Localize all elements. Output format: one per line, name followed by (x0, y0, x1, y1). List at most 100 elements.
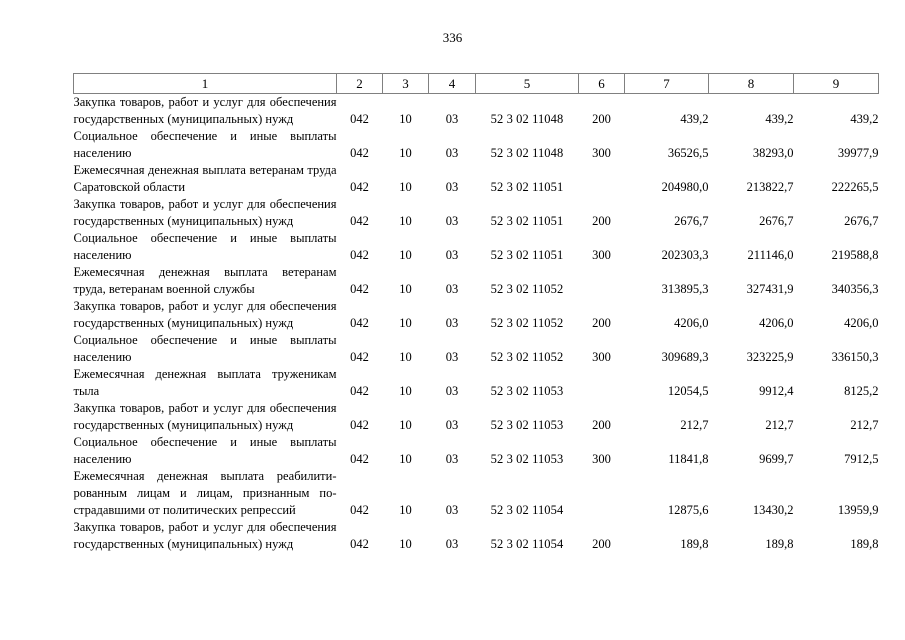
row-section: 10 (399, 384, 412, 398)
row-target-code: 52 3 02 11051 (490, 180, 564, 194)
row-amount-year3: 189,8 (850, 537, 879, 551)
row-amount-year2: 189,8 (765, 537, 794, 551)
row-subsection: 03 (445, 112, 459, 126)
row-expense-type: 200 (592, 537, 611, 551)
row-section: 10 (399, 316, 412, 330)
table-row: Социальное обеспечение и иные выплаты на… (74, 230, 879, 264)
table-row: Ежемесячная денежная выплата ветеранам т… (74, 162, 879, 196)
row-description: Социальное обеспечение и иные выплаты на… (73, 129, 337, 160)
column-header-2: 2 (336, 73, 383, 94)
table-body: Закупка товаров, работ и услуг для обесп… (74, 94, 879, 554)
row-section: 10 (399, 503, 412, 517)
row-section: 10 (399, 214, 412, 228)
row-expense-type: 300 (592, 452, 611, 466)
row-target-code: 52 3 02 11053 (490, 418, 564, 432)
row-target-code: 52 3 02 11054 (490, 537, 564, 551)
row-amount-year2: 4206,0 (759, 316, 794, 330)
row-chapter: 042 (350, 248, 369, 262)
row-amount-year3: 4206,0 (844, 316, 879, 330)
row-section: 10 (399, 146, 412, 160)
row-amount-year3: 212,7 (850, 418, 879, 432)
row-section: 10 (399, 350, 412, 364)
row-expense-type: 200 (592, 316, 611, 330)
row-target-code: 52 3 02 11052 (490, 316, 564, 330)
budget-table-container: 1 2 3 4 5 6 7 8 9 Закупка товаров, работ… (73, 73, 879, 553)
row-amount-year3: 340356,3 (831, 282, 879, 296)
row-subsection: 03 (445, 503, 459, 517)
row-amount-year1: 11841,8 (668, 452, 709, 466)
row-description: Закупка товаров, работ и услуг для обесп… (73, 95, 337, 126)
row-amount-year1: 12054,5 (667, 384, 709, 398)
row-chapter: 042 (350, 350, 369, 364)
row-section: 10 (399, 112, 412, 126)
row-amount-year3: 222265,5 (831, 180, 879, 194)
row-amount-year2: 9699,7 (759, 452, 794, 466)
table-row: Закупка товаров, работ и услуг для обесп… (74, 298, 879, 332)
table-row: Социальное обеспечение и иные выплаты на… (74, 128, 879, 162)
row-amount-year2: 2676,7 (759, 214, 794, 228)
row-expense-type: 300 (592, 146, 611, 160)
table-header: 1 2 3 4 5 6 7 8 9 (73, 73, 879, 94)
column-header-8: 8 (708, 73, 794, 94)
row-target-code: 52 3 02 11053 (490, 452, 564, 466)
row-amount-year2: 327431,9 (746, 282, 794, 296)
row-amount-year1: 4206,0 (674, 316, 709, 330)
row-amount-year2: 9912,4 (759, 384, 794, 398)
row-chapter: 042 (350, 180, 369, 194)
column-header-9: 9 (793, 73, 879, 94)
table-row: Ежемесячная денежная выплата реабилити­р… (74, 468, 879, 519)
row-amount-year3: 39977,9 (837, 146, 879, 160)
row-chapter: 042 (350, 537, 369, 551)
row-subsection: 03 (445, 384, 459, 398)
table-row: Социальное обеспечение и иные выплаты на… (74, 434, 879, 468)
row-description: Ежемесячная денежная выплата труженикам … (73, 367, 337, 398)
budget-table: 1 2 3 4 5 6 7 8 9 Закупка товаров, работ… (73, 73, 879, 553)
row-amount-year2: 323225,9 (746, 350, 794, 364)
table-row: Ежемесячная денежная выплата ветеранам т… (74, 264, 879, 298)
row-amount-year3: 7912,5 (844, 452, 879, 466)
row-subsection: 03 (445, 537, 459, 551)
row-expense-type: 200 (592, 418, 611, 432)
row-section: 10 (399, 537, 412, 551)
column-header-4: 4 (428, 73, 476, 94)
row-amount-year1: 202303,3 (661, 248, 709, 262)
row-chapter: 042 (350, 418, 369, 432)
row-expense-type (579, 366, 625, 400)
row-amount-year1: 2676,7 (674, 214, 709, 228)
row-expense-type (579, 264, 625, 298)
row-subsection: 03 (445, 350, 459, 364)
row-expense-type: 300 (592, 248, 611, 262)
row-target-code: 52 3 02 11054 (490, 503, 564, 517)
table-row: Закупка товаров, работ и услуг для обесп… (74, 519, 879, 553)
row-amount-year1: 439,2 (680, 112, 709, 126)
page-number: 336 (442, 30, 463, 45)
row-subsection: 03 (445, 452, 459, 466)
row-subsection: 03 (445, 316, 459, 330)
row-amount-year3: 219588,8 (831, 248, 879, 262)
row-amount-year2: 213822,7 (746, 180, 794, 194)
row-target-code: 52 3 02 11051 (490, 214, 564, 228)
row-target-code: 52 3 02 11051 (490, 248, 564, 262)
row-description: Закупка товаров, работ и услуг для обесп… (73, 299, 337, 330)
row-expense-type (579, 162, 625, 196)
row-chapter: 042 (350, 503, 369, 517)
table-row: Ежемесячная денежная выплата труженикам … (74, 366, 879, 400)
row-chapter: 042 (350, 384, 369, 398)
column-header-3: 3 (382, 73, 429, 94)
row-amount-year2: 211146,0 (747, 248, 794, 262)
row-target-code: 52 3 02 11053 (490, 384, 564, 398)
row-section: 10 (399, 282, 412, 296)
table-row: Социальное обеспечение и иные выплаты на… (74, 332, 879, 366)
table-row: Закупка товаров, работ и услуг для обесп… (74, 400, 879, 434)
row-amount-year2: 439,2 (765, 112, 794, 126)
row-chapter: 042 (350, 214, 369, 228)
row-amount-year1: 204980,0 (661, 180, 709, 194)
row-amount-year1: 36526,5 (667, 146, 709, 160)
row-section: 10 (399, 418, 412, 432)
row-target-code: 52 3 02 11048 (490, 146, 564, 160)
row-amount-year3: 8125,2 (844, 384, 879, 398)
table-row: Закупка товаров, работ и услуг для обесп… (74, 196, 879, 230)
row-description: Закупка товаров, работ и услуг для обесп… (73, 520, 337, 551)
row-amount-year3: 2676,7 (844, 214, 879, 228)
row-subsection: 03 (445, 248, 459, 262)
